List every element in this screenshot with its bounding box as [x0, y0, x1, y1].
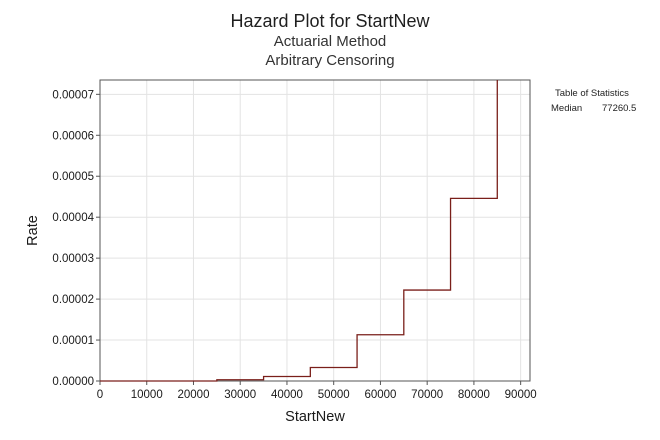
chart-title: Hazard Plot for StartNew	[230, 11, 430, 31]
y-tick-label: 0.00000	[52, 376, 94, 388]
y-tick-label: 0.00005	[52, 171, 94, 183]
x-tick-label: 0	[97, 389, 103, 401]
stats-median-value: 77260.5	[602, 103, 637, 114]
y-tick-label: 0.00003	[52, 253, 94, 265]
x-tick-label: 30000	[224, 389, 256, 401]
x-tick-label: 60000	[364, 389, 396, 401]
y-tick-label: 0.00004	[52, 212, 94, 224]
x-tick-label: 80000	[458, 389, 490, 401]
x-tick-label: 40000	[271, 389, 303, 401]
hazard-step-line	[100, 80, 498, 382]
x-tick-label: 90000	[505, 389, 537, 401]
stats-table-heading: Table of Statistics	[555, 88, 629, 99]
x-tick-label: 20000	[177, 389, 209, 401]
plot-frame	[99, 79, 531, 382]
grid-lines	[99, 80, 530, 382]
y-tick-label: 0.00007	[52, 89, 94, 101]
chart-subtitle-censoring: Arbitrary Censoring	[265, 52, 395, 69]
y-tick-label: 0.00001	[52, 335, 94, 347]
y-axis-label: Rate	[25, 215, 41, 246]
chart-subtitle-method: Actuarial Method	[273, 33, 387, 50]
y-tick-label: 0.00006	[52, 130, 94, 142]
x-tick-label: 50000	[318, 389, 350, 401]
x-tick-label: 70000	[411, 389, 443, 401]
x-axis-ticks: 0 10000 20000 30000 40000 50000 60000 70000 8000…	[97, 381, 537, 401]
x-tick-label: 10000	[131, 389, 163, 401]
stats-median-label: Median	[551, 103, 583, 114]
y-tick-label: 0.00002	[52, 294, 94, 306]
y-axis-ticks: 0.00000 0.00001 0.00002 0.00003 0.00004 0.000…	[52, 89, 100, 388]
x-axis-label: StartNew	[285, 409, 345, 425]
